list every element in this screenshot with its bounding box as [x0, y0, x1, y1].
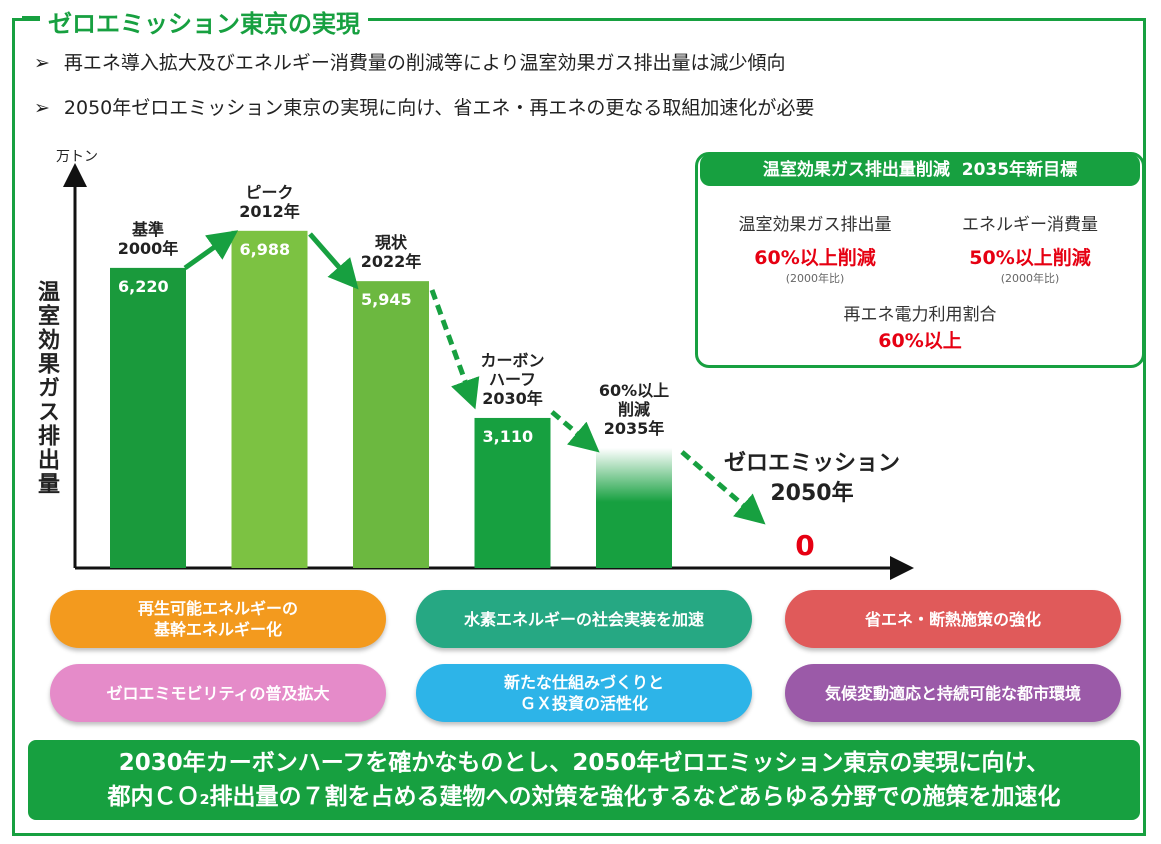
conclusion-line: 都内ＣＯ₂排出量の７割を占める建物への対策を強化するなどあらゆる分野での施策を加…	[28, 780, 1140, 814]
target-value: 60%以上	[810, 326, 1030, 353]
value-label: 5,945	[361, 290, 412, 309]
measure-pill: 省エネ・断熱施策の強化	[785, 590, 1121, 648]
value-label: 3,110	[483, 427, 534, 446]
target-note: (2000年比)	[920, 270, 1140, 286]
target-label: 再エネ電力利用割合	[810, 300, 1030, 325]
trend-arrow	[552, 412, 592, 446]
target-box-title: 温室効果ガス排出量削減 2035年新目標	[700, 154, 1140, 186]
measure-pill: 水素エネルギーの社会実装を加速	[416, 590, 752, 648]
bar	[596, 448, 672, 568]
page: ゼロエミッション東京の実現 ➢再エネ導入拡大及びエネルギー消費量の削減等により温…	[0, 0, 1161, 844]
value-label: 0	[795, 529, 814, 562]
trend-arrow	[185, 236, 230, 268]
bar	[232, 231, 308, 568]
measure-pill: 新たな仕組みづくりと ＧＸ投資の活性化	[416, 664, 752, 722]
target-label: 温室効果ガス排出量	[705, 210, 925, 235]
trend-arrow	[432, 290, 472, 400]
measure-pill: 気候変動適応と持続可能な都市環境	[785, 664, 1121, 722]
target-note: (2000年比)	[705, 270, 925, 286]
target-value: 60%以上削減	[705, 243, 925, 270]
conclusion: 2030年カーボンハーフを確かなものとし、2050年ゼロエミッション東京の実現に…	[28, 740, 1140, 820]
bar	[353, 281, 429, 568]
value-label: 6,988	[240, 240, 291, 259]
bar	[110, 268, 186, 568]
value-label: 6,220	[118, 277, 169, 296]
target-label: エネルギー消費量	[920, 210, 1140, 235]
measure-pill: ゼロエミモビリティの普及拡大	[50, 664, 386, 722]
conclusion-line: 2030年カーボンハーフを確かなものとし、2050年ゼロエミッション東京の実現に…	[28, 746, 1140, 780]
target-value: 50%以上削減	[920, 243, 1140, 270]
trend-arrow	[310, 234, 352, 282]
measure-pill: 再生可能エネルギーの 基幹エネルギー化	[50, 590, 386, 648]
